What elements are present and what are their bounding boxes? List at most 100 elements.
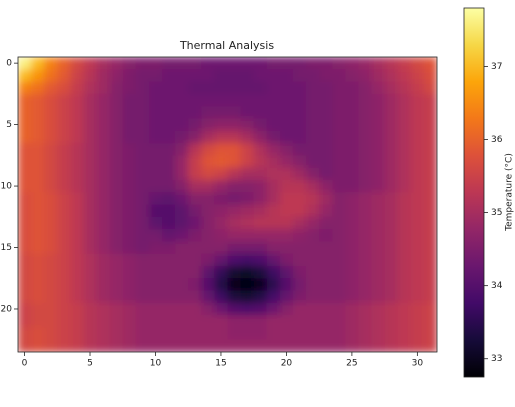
heat-cell — [18, 155, 32, 168]
heat-cell — [175, 217, 189, 230]
heat-cell — [411, 94, 425, 107]
heat-cell — [293, 217, 307, 230]
heat-cell — [306, 205, 320, 218]
heat-cell — [345, 192, 359, 205]
heat-cell — [201, 315, 215, 328]
heat-cell — [306, 180, 320, 193]
heat-cell — [18, 131, 32, 144]
heat-cell — [332, 118, 346, 131]
heat-cell — [424, 155, 438, 168]
heat-cell — [345, 57, 359, 70]
heat-cell — [358, 303, 372, 316]
heat-cell — [149, 180, 163, 193]
heat-cell — [110, 192, 124, 205]
heat-cell — [228, 82, 242, 95]
heat-cell — [254, 118, 268, 131]
heat-cell — [214, 180, 228, 193]
heat-cell — [345, 327, 359, 340]
heat-cell — [214, 241, 228, 254]
heat-cell — [411, 254, 425, 267]
heat-cell — [201, 217, 215, 230]
heat-cell — [123, 118, 137, 131]
heat-cell — [175, 241, 189, 254]
heat-cell — [332, 266, 346, 279]
heat-cell — [31, 266, 45, 279]
heat-cell — [280, 143, 294, 156]
heat-cell — [188, 254, 202, 267]
heat-cell — [188, 168, 202, 181]
heat-cell — [97, 143, 111, 156]
heat-cell — [254, 229, 268, 242]
heat-cell — [18, 143, 32, 156]
heat-cell — [188, 241, 202, 254]
heat-cell — [110, 82, 124, 95]
heat-cell — [306, 315, 320, 328]
heat-cell — [345, 106, 359, 119]
heat-cell — [149, 340, 163, 353]
heat-cell — [254, 82, 268, 95]
heat-cell — [358, 278, 372, 291]
heat-cell — [201, 340, 215, 353]
heat-cell — [372, 291, 386, 304]
heat-cell — [267, 266, 281, 279]
heat-cell — [372, 278, 386, 291]
heat-cell — [398, 168, 412, 181]
heat-cell — [345, 217, 359, 230]
heat-cell — [149, 266, 163, 279]
heat-cell — [424, 229, 438, 242]
heat-cell — [306, 82, 320, 95]
heat-cell — [332, 340, 346, 353]
heat-cell — [241, 168, 255, 181]
heat-cell — [358, 241, 372, 254]
heat-cell — [70, 340, 84, 353]
heat-cell — [319, 303, 333, 316]
heat-cell — [162, 278, 176, 291]
heat-cell — [358, 315, 372, 328]
heat-cell — [372, 69, 386, 82]
heat-cell — [398, 94, 412, 107]
heat-cell — [228, 118, 242, 131]
heat-cell — [83, 266, 97, 279]
colorbar-tick-label: 35 — [491, 208, 502, 218]
heat-cell — [345, 278, 359, 291]
heat-cell — [123, 192, 137, 205]
heat-cell — [293, 266, 307, 279]
heat-cell — [254, 340, 268, 353]
heat-cell — [31, 278, 45, 291]
heat-cell — [332, 192, 346, 205]
heat-cell — [345, 180, 359, 193]
heat-cell — [306, 254, 320, 267]
heat-cell — [83, 168, 97, 181]
heat-cell — [83, 106, 97, 119]
heat-cell — [411, 229, 425, 242]
heat-cell — [97, 241, 111, 254]
heat-cell — [398, 106, 412, 119]
heat-cell — [70, 327, 84, 340]
heat-cell — [149, 82, 163, 95]
heat-cell — [228, 217, 242, 230]
heat-cell — [254, 192, 268, 205]
heat-cell — [385, 254, 399, 267]
heat-cell — [44, 155, 58, 168]
heat-cell — [424, 94, 438, 107]
heat-cell — [385, 94, 399, 107]
heat-cell — [280, 155, 294, 168]
heat-cell — [228, 241, 242, 254]
heat-cell — [214, 82, 228, 95]
heat-cell — [57, 143, 71, 156]
heat-cell — [398, 205, 412, 218]
heat-cell — [136, 266, 150, 279]
heat-cell — [228, 229, 242, 242]
heat-cell — [110, 118, 124, 131]
heat-cell — [136, 118, 150, 131]
heat-cell — [411, 57, 425, 70]
heat-cell — [201, 266, 215, 279]
heat-cell — [228, 192, 242, 205]
heat-cell — [201, 69, 215, 82]
heat-cell — [319, 94, 333, 107]
heat-cell — [83, 192, 97, 205]
heat-cell — [136, 217, 150, 230]
heat-cell — [332, 303, 346, 316]
heat-cell — [162, 315, 176, 328]
heat-cell — [83, 205, 97, 218]
